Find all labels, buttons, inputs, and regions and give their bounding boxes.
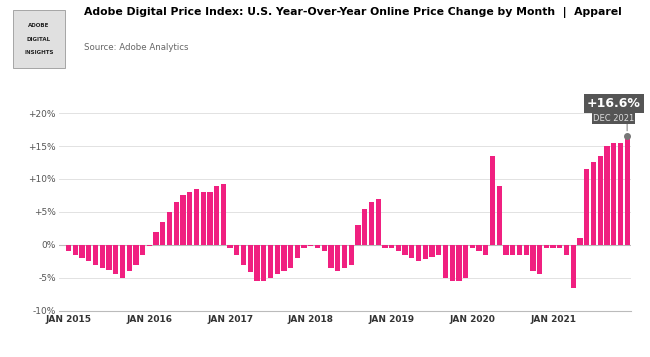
Bar bbox=[571, 245, 576, 287]
Bar bbox=[517, 245, 522, 255]
Bar bbox=[335, 245, 341, 271]
Bar bbox=[194, 189, 199, 245]
Bar bbox=[376, 199, 381, 245]
Bar bbox=[389, 245, 395, 248]
Bar bbox=[503, 245, 509, 255]
Bar bbox=[221, 184, 226, 245]
Bar bbox=[604, 146, 610, 245]
Bar bbox=[625, 136, 630, 245]
Bar bbox=[180, 195, 186, 245]
Bar bbox=[348, 245, 354, 265]
Bar bbox=[113, 245, 118, 275]
Bar bbox=[227, 245, 233, 248]
Bar bbox=[281, 245, 287, 271]
Bar bbox=[66, 245, 72, 251]
Bar bbox=[591, 162, 596, 245]
Bar bbox=[153, 232, 159, 245]
Bar bbox=[207, 192, 213, 245]
Bar bbox=[537, 245, 542, 275]
Bar bbox=[382, 245, 387, 248]
Bar bbox=[241, 245, 246, 265]
Bar bbox=[362, 208, 367, 245]
Text: Source: Adobe Analytics: Source: Adobe Analytics bbox=[84, 43, 189, 52]
Bar bbox=[261, 245, 266, 281]
Text: DIGITAL: DIGITAL bbox=[27, 37, 51, 42]
Bar bbox=[93, 245, 98, 265]
Bar bbox=[450, 245, 455, 281]
Bar bbox=[201, 192, 206, 245]
Bar bbox=[436, 245, 441, 255]
Bar bbox=[557, 245, 562, 248]
Bar bbox=[133, 245, 138, 265]
Bar bbox=[463, 245, 468, 278]
Bar bbox=[79, 245, 84, 258]
Bar bbox=[187, 192, 192, 245]
Bar bbox=[140, 245, 145, 255]
Text: ADOBE: ADOBE bbox=[29, 22, 49, 27]
Bar bbox=[523, 245, 529, 255]
Bar bbox=[443, 245, 448, 278]
Bar bbox=[510, 245, 515, 255]
Bar bbox=[99, 245, 105, 268]
Bar bbox=[497, 186, 502, 245]
Bar bbox=[416, 245, 421, 261]
Bar bbox=[86, 245, 92, 261]
Bar bbox=[268, 245, 273, 278]
Bar bbox=[73, 245, 78, 255]
Bar bbox=[302, 245, 307, 248]
Bar bbox=[490, 156, 495, 245]
Bar bbox=[369, 202, 374, 245]
Bar bbox=[234, 245, 239, 255]
Bar bbox=[470, 245, 475, 248]
Bar bbox=[107, 245, 112, 270]
Bar bbox=[396, 245, 401, 251]
Bar bbox=[288, 245, 293, 268]
Bar bbox=[476, 245, 482, 251]
Text: +16.6%: +16.6% bbox=[587, 97, 641, 110]
Bar bbox=[328, 245, 333, 268]
Bar bbox=[322, 245, 327, 251]
Bar bbox=[214, 186, 219, 245]
Bar bbox=[274, 245, 280, 275]
Bar bbox=[356, 225, 361, 245]
Bar bbox=[409, 245, 415, 258]
Bar bbox=[577, 238, 582, 245]
Bar bbox=[564, 245, 569, 255]
Bar bbox=[167, 212, 172, 245]
Text: INSIGHTS: INSIGHTS bbox=[24, 50, 54, 55]
Bar bbox=[422, 245, 428, 259]
Bar bbox=[174, 202, 179, 245]
Bar bbox=[618, 143, 623, 245]
Text: Adobe Digital Price Index: U.S. Year-Over-Year Online Price Change by Month  |  : Adobe Digital Price Index: U.S. Year-Ove… bbox=[84, 7, 622, 18]
Bar bbox=[308, 245, 313, 246]
Bar bbox=[160, 222, 166, 245]
Bar bbox=[342, 245, 347, 268]
Bar bbox=[597, 156, 603, 245]
Bar bbox=[147, 245, 152, 246]
Bar bbox=[456, 245, 461, 281]
Bar bbox=[120, 245, 125, 278]
Bar bbox=[294, 245, 300, 258]
Bar bbox=[254, 245, 259, 281]
Bar bbox=[544, 245, 549, 248]
Bar bbox=[584, 169, 590, 245]
Bar bbox=[551, 245, 556, 248]
Bar bbox=[402, 245, 408, 255]
Bar bbox=[248, 245, 253, 272]
Bar bbox=[483, 245, 488, 255]
Bar bbox=[530, 245, 536, 271]
Bar bbox=[430, 245, 435, 257]
Bar bbox=[315, 245, 320, 248]
Text: DEC 2021: DEC 2021 bbox=[593, 114, 634, 123]
Bar bbox=[611, 143, 616, 245]
Bar bbox=[127, 245, 132, 271]
